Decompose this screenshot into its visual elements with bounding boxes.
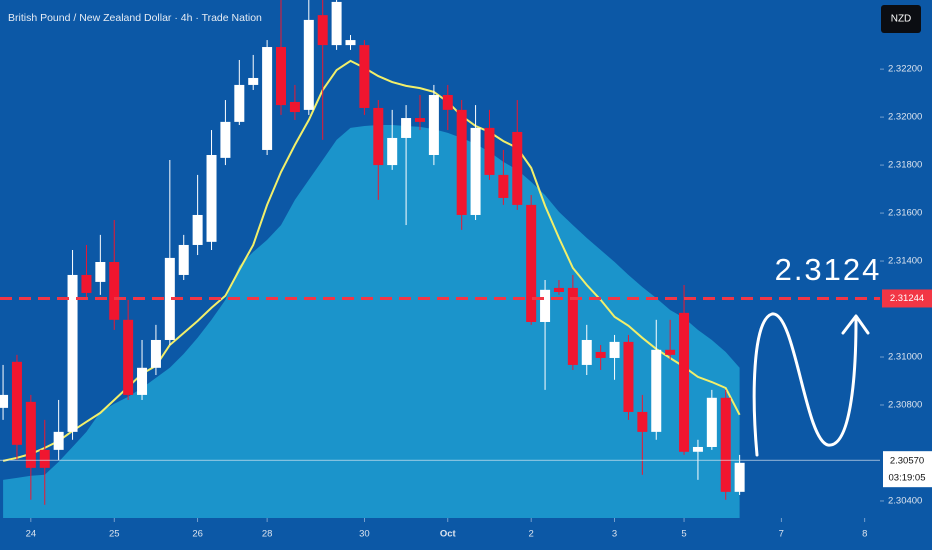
drawn-arrow <box>752 312 870 457</box>
last-price-box <box>883 451 932 488</box>
y-tick-label: 2.31600 <box>888 208 922 219</box>
candle-body <box>317 15 328 46</box>
candle-body <box>637 411 648 432</box>
candle-body <box>623 341 634 412</box>
candle-body <box>248 77 259 85</box>
x-tick-label: 3 <box>612 529 617 540</box>
candle-body <box>484 127 495 175</box>
currency: NZD <box>891 14 912 25</box>
candle-body <box>651 349 662 432</box>
candle-body <box>692 446 703 452</box>
currency-box <box>881 5 921 33</box>
candle-body <box>331 1 342 46</box>
x-tick-label: 2 <box>529 529 534 540</box>
level-label-box <box>882 289 932 308</box>
candle-body <box>123 319 134 395</box>
candle-body <box>373 107 384 166</box>
x-tick-label: 26 <box>192 529 203 540</box>
candle-body <box>345 40 356 46</box>
candle-body <box>609 341 620 358</box>
x-tick-label: 28 <box>262 529 273 540</box>
candle-body <box>567 287 578 365</box>
candle-body <box>359 45 370 108</box>
x-tick-label: 7 <box>779 529 784 540</box>
candle-body <box>39 449 50 468</box>
candle-body <box>456 109 467 215</box>
candle-body <box>470 127 481 215</box>
arrow-head <box>841 314 870 335</box>
candle-body <box>665 349 676 355</box>
annotation: 2.3124 <box>775 252 882 287</box>
x-tick-label: 5 <box>681 529 686 540</box>
candle-body <box>401 118 412 138</box>
countdown: 03:19:05 <box>889 473 926 484</box>
candle-body <box>81 274 92 293</box>
candle-body <box>150 339 161 368</box>
y-tick-label: 2.32000 <box>888 112 922 123</box>
candle-body <box>11 361 22 445</box>
y-tick-label: 2.32200 <box>888 64 922 75</box>
candle-body <box>303 19 314 110</box>
candle-body <box>220 121 231 158</box>
candle-body <box>387 137 398 166</box>
arrow-curve <box>752 312 858 457</box>
candle-body <box>414 118 425 122</box>
y-tick-label: 2.31800 <box>888 160 922 171</box>
candle-body <box>734 462 745 492</box>
candle-body <box>679 312 690 452</box>
candle-body <box>137 367 148 395</box>
x-tick-label: 24 <box>26 529 37 540</box>
candle-body <box>95 261 106 282</box>
candle-body <box>0 394 9 408</box>
last-price-label: 2.30570 <box>890 456 924 467</box>
candle-body <box>526 204 537 322</box>
candle-body <box>289 101 300 113</box>
candle-body <box>706 397 717 447</box>
x-tick-label: 30 <box>359 529 370 540</box>
candle-body <box>720 397 731 492</box>
candle-body <box>262 47 273 150</box>
y-tick-label: 2.30800 <box>888 400 922 411</box>
y-tick-label: 2.30400 <box>888 495 922 506</box>
candle-body <box>442 95 453 110</box>
y-tick-label: 2.31000 <box>888 352 922 363</box>
candle-body <box>512 131 523 205</box>
level-label: 2.31244 <box>890 293 924 304</box>
candle-body <box>553 287 564 292</box>
candle-body <box>164 257 175 340</box>
candle-body <box>25 401 36 468</box>
x-tick-label: 8 <box>862 529 867 540</box>
candle-body <box>428 95 439 155</box>
candle-body <box>67 274 78 432</box>
candle-body <box>540 289 551 322</box>
candle-body <box>581 339 592 365</box>
candle-body <box>178 244 189 275</box>
candle-body <box>192 214 203 245</box>
candle-body <box>53 431 64 450</box>
chart-title: British Pound / New Zealand Dollar · 4h … <box>8 12 262 24</box>
x-tick-label: 25 <box>109 529 120 540</box>
y-tick-label: 2.31400 <box>888 256 922 267</box>
candle-body <box>595 351 606 358</box>
candle-body <box>234 84 245 122</box>
x-tick-label: Oct <box>440 529 457 540</box>
candle-body <box>206 154 217 242</box>
candle-body <box>276 47 287 106</box>
plot <box>0 0 745 518</box>
candle-body <box>109 261 120 320</box>
candle-body <box>498 174 509 198</box>
ma-area <box>3 125 740 518</box>
